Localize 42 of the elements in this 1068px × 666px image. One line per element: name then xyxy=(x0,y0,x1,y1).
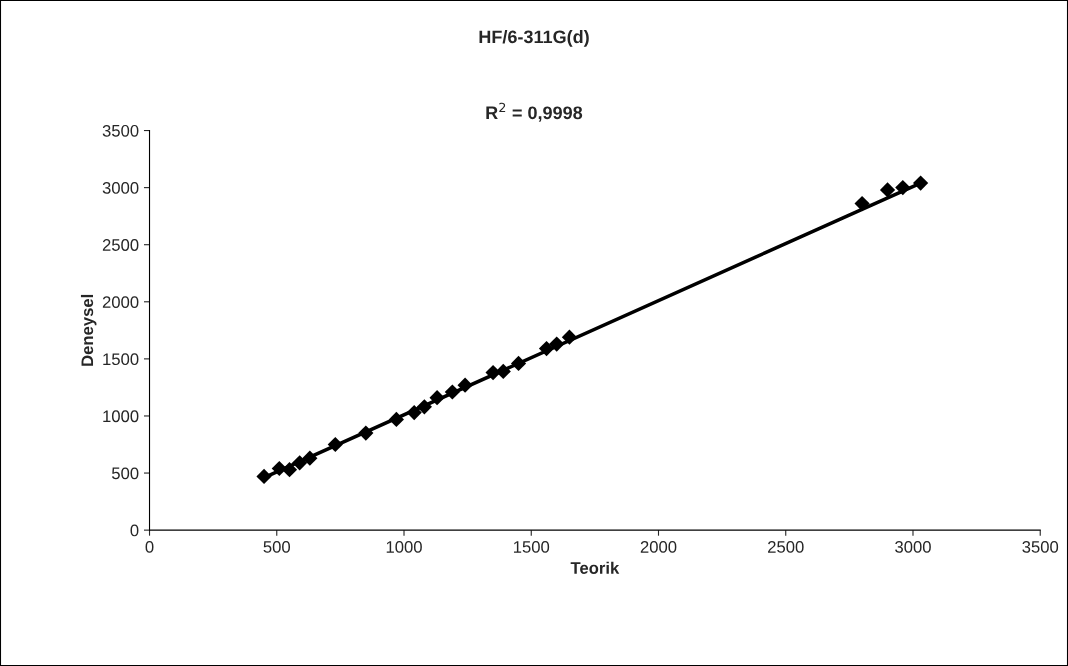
point xyxy=(538,341,555,357)
point xyxy=(913,175,929,191)
point xyxy=(854,196,870,212)
point xyxy=(388,411,404,427)
x-tick-label: 1500 xyxy=(513,540,550,553)
point xyxy=(510,355,527,372)
point xyxy=(327,436,343,453)
point xyxy=(561,329,578,345)
x-tick-label: 3500 xyxy=(1022,540,1059,553)
y-tick-label: 3500 xyxy=(102,124,139,137)
chart-title: HF/6-311G(d) xyxy=(479,29,589,47)
point xyxy=(302,450,318,466)
x-axis-title: Teorik xyxy=(570,561,620,574)
x-tick-label: 0 xyxy=(145,540,154,553)
y-tick-label: 1000 xyxy=(103,410,139,423)
point xyxy=(358,425,374,441)
point xyxy=(549,336,565,352)
point xyxy=(292,455,308,471)
point xyxy=(895,180,911,196)
text: R$^{2}$ = 0,9998 xyxy=(486,102,583,122)
point xyxy=(879,182,896,198)
x-tick-label: 1000 xyxy=(386,540,422,553)
point xyxy=(485,364,501,381)
point xyxy=(416,399,432,415)
point xyxy=(495,363,511,380)
y-tick-label: 0 xyxy=(130,524,139,537)
point xyxy=(256,468,272,485)
point xyxy=(444,384,460,400)
y-tick-label: 500 xyxy=(111,467,139,480)
y-tick-label: 2000 xyxy=(102,296,139,308)
y-tick-label: 3000 xyxy=(102,182,139,194)
point xyxy=(457,377,473,393)
point xyxy=(406,404,422,421)
x-tick-label: 2500 xyxy=(768,540,804,553)
x-tick-label: 2000 xyxy=(640,540,677,553)
point xyxy=(429,390,445,406)
x-tick-label: 500 xyxy=(263,540,291,553)
y-tick-label: 1500 xyxy=(103,353,139,366)
y-tick-label: 2500 xyxy=(102,239,139,251)
x-tick-label: 3000 xyxy=(895,540,931,553)
y-axis-title: Deneysel xyxy=(80,294,97,366)
point xyxy=(281,462,298,478)
